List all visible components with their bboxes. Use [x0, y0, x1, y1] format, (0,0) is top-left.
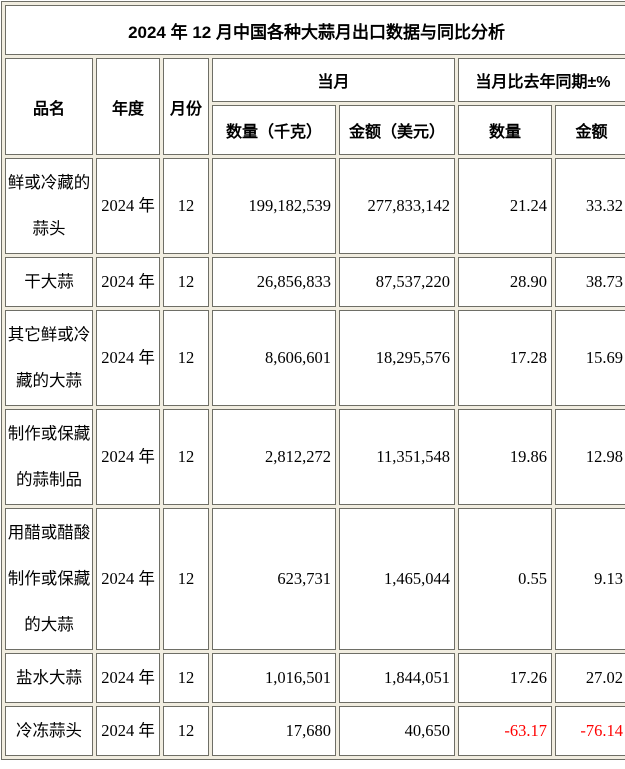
cell-qty-kg: 17,680 — [212, 706, 336, 756]
cell-product-name: 干大蒜 — [5, 257, 93, 307]
cell-amount-usd: 87,537,220 — [339, 257, 455, 307]
cell-amount-usd: 1,844,051 — [339, 653, 455, 703]
cell-yoy-qty: 28.90 — [458, 257, 552, 307]
cell-amount-usd: 40,650 — [339, 706, 455, 756]
header-row-sub: 数量（千克） 金额（美元） 数量 金额 — [5, 105, 625, 155]
table-body: 鲜或冷藏的蒜头 2024 年 12 199,182,539 277,833,14… — [5, 158, 625, 756]
cell-year: 2024 年 — [96, 158, 160, 254]
cell-product-name: 用醋或醋酸制作或保藏的大蒜 — [5, 508, 93, 650]
table-row: 干大蒜 2024 年 12 26,856,833 87,537,220 28.9… — [5, 257, 625, 307]
cell-amount-usd: 1,465,044 — [339, 508, 455, 650]
cell-month: 12 — [163, 257, 209, 307]
cell-product-name: 盐水大蒜 — [5, 653, 93, 703]
cell-yoy-amount: 33.32 — [555, 158, 625, 254]
cell-yoy-amount: 12.98 — [555, 409, 625, 505]
col-header-product: 品名 — [5, 58, 93, 155]
cell-yoy-qty: 21.24 — [458, 158, 552, 254]
col-header-yoy-amount: 金额 — [555, 105, 625, 155]
table-row: 鲜或冷藏的蒜头 2024 年 12 199,182,539 277,833,14… — [5, 158, 625, 254]
table-row: 盐水大蒜 2024 年 12 1,016,501 1,844,051 17.26… — [5, 653, 625, 703]
cell-year: 2024 年 — [96, 409, 160, 505]
table-title: 2024 年 12 月中国各种大蒜月出口数据与同比分析 — [5, 5, 625, 55]
cell-month: 12 — [163, 653, 209, 703]
cell-yoy-amount: 38.73 — [555, 257, 625, 307]
col-header-yoy-qty: 数量 — [458, 105, 552, 155]
col-group-yoy: 当月比去年同期±% — [458, 58, 625, 102]
col-group-current-month: 当月 — [212, 58, 455, 102]
cell-yoy-amount: 9.13 — [555, 508, 625, 650]
cell-yoy-amount: 15.69 — [555, 310, 625, 406]
cell-qty-kg: 26,856,833 — [212, 257, 336, 307]
cell-month: 12 — [163, 409, 209, 505]
cell-qty-kg: 623,731 — [212, 508, 336, 650]
cell-product-name: 鲜或冷藏的蒜头 — [5, 158, 93, 254]
cell-year: 2024 年 — [96, 653, 160, 703]
table-row: 用醋或醋酸制作或保藏的大蒜 2024 年 12 623,731 1,465,04… — [5, 508, 625, 650]
col-header-year: 年度 — [96, 58, 160, 155]
cell-yoy-amount: -76.14 — [555, 706, 625, 756]
cell-qty-kg: 1,016,501 — [212, 653, 336, 703]
cell-qty-kg: 2,812,272 — [212, 409, 336, 505]
cell-yoy-amount: 27.02 — [555, 653, 625, 703]
table-row: 其它鲜或冷藏的大蒜 2024 年 12 8,606,601 18,295,576… — [5, 310, 625, 406]
cell-amount-usd: 18,295,576 — [339, 310, 455, 406]
col-header-qty-kg: 数量（千克） — [212, 105, 336, 155]
cell-product-name: 冷冻蒜头 — [5, 706, 93, 756]
cell-yoy-qty: -63.17 — [458, 706, 552, 756]
col-header-month: 月份 — [163, 58, 209, 155]
cell-yoy-qty: 19.86 — [458, 409, 552, 505]
col-header-amount-usd: 金额（美元） — [339, 105, 455, 155]
cell-amount-usd: 277,833,142 — [339, 158, 455, 254]
cell-year: 2024 年 — [96, 257, 160, 307]
cell-year: 2024 年 — [96, 310, 160, 406]
cell-amount-usd: 11,351,548 — [339, 409, 455, 505]
title-row: 2024 年 12 月中国各种大蒜月出口数据与同比分析 — [5, 5, 625, 55]
table-row: 制作或保藏的蒜制品 2024 年 12 2,812,272 11,351,548… — [5, 409, 625, 505]
cell-year: 2024 年 — [96, 508, 160, 650]
cell-month: 12 — [163, 508, 209, 650]
table-row: 冷冻蒜头 2024 年 12 17,680 40,650 -63.17 -76.… — [5, 706, 625, 756]
cell-product-name: 制作或保藏的蒜制品 — [5, 409, 93, 505]
cell-month: 12 — [163, 310, 209, 406]
cell-qty-kg: 199,182,539 — [212, 158, 336, 254]
cell-yoy-qty: 17.26 — [458, 653, 552, 703]
cell-product-name: 其它鲜或冷藏的大蒜 — [5, 310, 93, 406]
cell-month: 12 — [163, 158, 209, 254]
header-row-groups: 品名 年度 月份 当月 当月比去年同期±% — [5, 58, 625, 155]
cell-yoy-qty: 17.28 — [458, 310, 552, 406]
cell-year: 2024 年 — [96, 706, 160, 756]
cell-month: 12 — [163, 706, 209, 756]
cell-yoy-qty: 0.55 — [458, 508, 552, 650]
cell-qty-kg: 8,606,601 — [212, 310, 336, 406]
